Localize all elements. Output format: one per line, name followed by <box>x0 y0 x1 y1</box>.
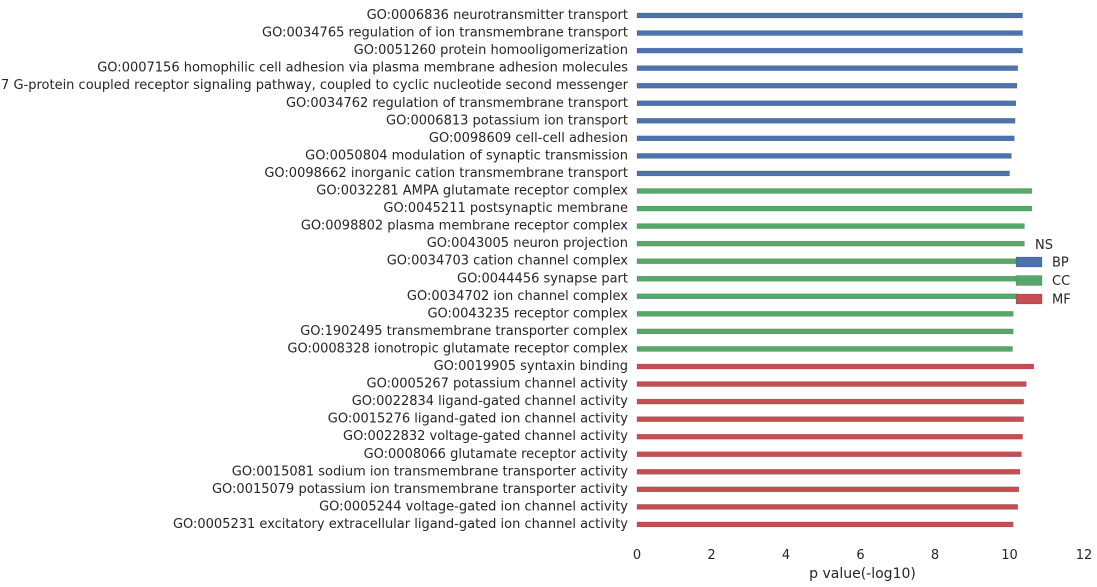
bar-mf <box>636 433 1023 440</box>
bar-cc <box>636 293 1018 300</box>
category-label: GO:0098609 cell-cell adhesion <box>429 131 628 146</box>
x-tick-label: 8 <box>931 548 939 563</box>
category-label: GO:0098802 plasma membrane receptor comp… <box>301 219 628 234</box>
category-label: GO:0043235 receptor complex <box>427 306 628 321</box>
bar-cc <box>636 346 1013 352</box>
bar-cc <box>636 328 1014 335</box>
bar-bp <box>636 170 1010 177</box>
bar-mf <box>636 398 1024 405</box>
category-label: GO:0015079 potassium ion transmembrane t… <box>212 482 628 497</box>
bar-bp <box>636 47 1023 54</box>
bar-cc <box>636 258 1023 264</box>
bar-cc <box>636 240 1025 247</box>
legend-label: BP <box>1052 256 1069 271</box>
category-label: GO:0019905 syntaxin binding <box>434 359 628 374</box>
category-label: GO:0034703 cation channel complex <box>387 254 629 269</box>
category-label: GO:0045211 postsynaptic membrane <box>383 201 628 216</box>
category-label: GO:0050804 modulation of synaptic transm… <box>305 148 628 163</box>
bar-bp <box>636 118 1016 124</box>
category-label: GO:0006836 neurotransmitter transport <box>367 8 628 23</box>
x-tick-label: 10 <box>1001 548 1018 563</box>
category-label: GO:0015081 sodium ion transmembrane tran… <box>232 464 628 479</box>
bar-mf <box>636 469 1021 475</box>
bar-bp <box>636 82 1018 89</box>
legend-swatch-bp <box>1015 256 1043 268</box>
bar-cc <box>636 223 1025 229</box>
category-labels: GO:0006836 neurotransmitter transport GO:… <box>0 8 629 532</box>
bar-mf <box>636 521 1014 528</box>
x-tick-label: 4 <box>782 548 790 563</box>
category-label: GO:0022834 ligand-gated channel activity <box>352 394 629 409</box>
category-label: GO:0034762 regulation of transmembrane t… <box>286 96 628 111</box>
x-tick-label: 6 <box>856 548 864 563</box>
bar-mf <box>636 381 1027 387</box>
bar-mf <box>636 451 1022 457</box>
category-label: GO:0015276 ligand-gated ion channel acti… <box>328 412 629 427</box>
bar-bp <box>636 135 1015 142</box>
legend: NS BP CC MF <box>1015 238 1071 308</box>
bar-bp <box>636 65 1018 71</box>
category-label: GO:0022832 voltage-gated channel activit… <box>343 429 628 444</box>
bar-bp <box>636 100 1017 106</box>
bar-bp <box>636 153 1012 159</box>
category-label: GO:0005244 voltage-gated ion channel act… <box>319 499 628 514</box>
bar-mf <box>636 363 1034 370</box>
bar-cc <box>636 205 1033 212</box>
legend-label: CC <box>1052 274 1070 289</box>
x-axis: p value(-log10) 0 2 4 6 8 10 12 <box>633 548 1092 582</box>
legend-swatch-mf <box>1015 293 1043 305</box>
category-label: GO:0008066 glutamate receptor activity <box>364 447 629 462</box>
category-label: GO:0044456 synapse part <box>457 271 628 286</box>
category-label: GO:0034765 regulation of ion transmembra… <box>262 26 628 41</box>
x-tick-label: 0 <box>633 548 641 563</box>
category-label: GO:0006813 potassium ion transport <box>386 113 628 128</box>
category-label: GO:0007187 G-protein coupled receptor si… <box>0 78 629 93</box>
bar-bp <box>636 30 1023 36</box>
legend-label: MF <box>1052 293 1071 308</box>
category-label: GO:0005267 potassium channel activity <box>367 377 629 392</box>
x-tick-label: 2 <box>707 548 715 563</box>
bars-layer <box>636 12 1034 528</box>
category-label: GO:0005231 excitatory extracellular liga… <box>173 517 628 532</box>
bar-mf <box>636 416 1024 422</box>
legend-swatch-cc <box>1015 275 1043 286</box>
category-label: GO:0098662 inorganic cation transmembran… <box>264 166 628 181</box>
category-label: GO:0032281 AMPA glutamate receptor compl… <box>316 184 628 199</box>
bar-cc <box>636 276 1020 282</box>
category-label: GO:0051260 protein homooligomerization <box>354 43 628 58</box>
category-label: GO:0008328 ionotropic glutamate receptor… <box>287 341 628 356</box>
category-label: GO:0007156 homophilic cell adhesion via … <box>97 61 628 76</box>
bar-bp <box>636 12 1023 19</box>
category-label: GO:0043005 neuron projection <box>427 236 628 251</box>
category-label: GO:0034702 ion channel complex <box>407 289 628 304</box>
bar-cc <box>636 188 1033 194</box>
bar-mf <box>636 486 1020 493</box>
x-axis-label: p value(-log10) <box>809 566 916 582</box>
x-tick-label: 12 <box>1076 548 1093 563</box>
bar-cc <box>636 311 1014 317</box>
category-label: GO:1902495 transmembrane transporter com… <box>300 324 628 339</box>
bar-mf <box>636 504 1018 510</box>
legend-title: NS <box>1035 238 1053 253</box>
